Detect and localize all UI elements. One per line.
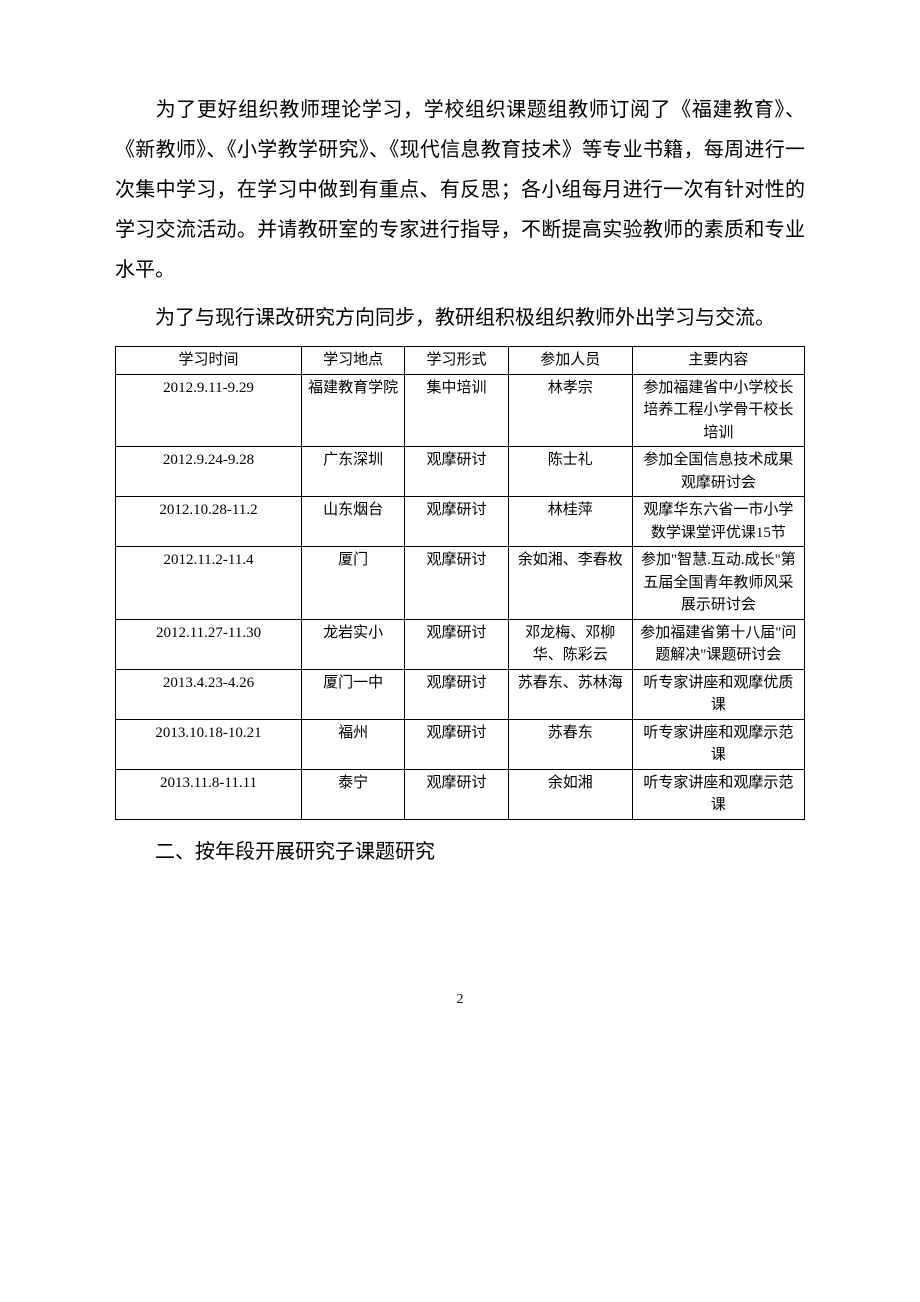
table-row: 2013.4.23-4.26 厦门一中 观摩研讨 苏春东、苏林海 听专家讲座和观… xyxy=(116,669,805,719)
cell-place: 山东烟台 xyxy=(302,497,405,547)
study-table: 学习时间 学习地点 学习形式 参加人员 主要内容 2012.9.11-9.29 … xyxy=(115,346,805,820)
cell-content: 听专家讲座和观摩示范课 xyxy=(632,719,804,769)
cell-place: 福州 xyxy=(302,719,405,769)
cell-form: 观摩研讨 xyxy=(405,447,508,497)
paragraph-2: 为了与现行课改研究方向同步，教研组积极组织教师外出学习与交流。 xyxy=(115,298,805,338)
table-row: 2013.11.8-11.11 泰宁 观摩研讨 余如湘 听专家讲座和观摩示范课 xyxy=(116,769,805,819)
cell-people: 林桂萍 xyxy=(508,497,632,547)
cell-form: 观摩研讨 xyxy=(405,619,508,669)
cell-content: 参加福建省中小学校长培养工程小学骨干校长培训 xyxy=(632,374,804,447)
cell-people: 苏春东、苏林海 xyxy=(508,669,632,719)
cell-content: 观摩华东六省一市小学数学课堂评优课15节 xyxy=(632,497,804,547)
cell-form: 观摩研讨 xyxy=(405,547,508,620)
cell-time: 2012.9.11-9.29 xyxy=(116,374,302,447)
cell-people: 余如湘、李春枚 xyxy=(508,547,632,620)
table-row: 2012.9.11-9.29 福建教育学院 集中培训 林孝宗 参加福建省中小学校… xyxy=(116,374,805,447)
paragraph-1-text: 为了更好组织教师理论学习，学校组织课题组教师订阅了《福建教育》、《新教师》、《小… xyxy=(115,99,805,281)
th-people: 参加人员 xyxy=(508,347,632,375)
table-row: 2012.11.2-11.4 厦门 观摩研讨 余如湘、李春枚 参加"智慧.互动.… xyxy=(116,547,805,620)
table-header-row: 学习时间 学习地点 学习形式 参加人员 主要内容 xyxy=(116,347,805,375)
cell-time: 2012.11.2-11.4 xyxy=(116,547,302,620)
table-row: 2012.9.24-9.28 广东深圳 观摩研讨 陈士礼 参加全国信息技术成果观… xyxy=(116,447,805,497)
cell-place: 龙岩实小 xyxy=(302,619,405,669)
th-place: 学习地点 xyxy=(302,347,405,375)
th-form: 学习形式 xyxy=(405,347,508,375)
table-row: 2012.10.28-11.2 山东烟台 观摩研讨 林桂萍 观摩华东六省一市小学… xyxy=(116,497,805,547)
cell-time: 2013.10.18-10.21 xyxy=(116,719,302,769)
th-content: 主要内容 xyxy=(632,347,804,375)
cell-people: 余如湘 xyxy=(508,769,632,819)
paragraph-2-text: 为了与现行课改研究方向同步，教研组积极组织教师外出学习与交流。 xyxy=(155,307,775,329)
section-heading-text: 二、按年段开展研究子课题研究 xyxy=(155,841,435,863)
cell-content: 听专家讲座和观摩优质课 xyxy=(632,669,804,719)
cell-form: 观摩研讨 xyxy=(405,719,508,769)
cell-people: 林孝宗 xyxy=(508,374,632,447)
cell-place: 广东深圳 xyxy=(302,447,405,497)
cell-time: 2012.10.28-11.2 xyxy=(116,497,302,547)
cell-content: 参加福建省第十八届"问题解决"课题研讨会 xyxy=(632,619,804,669)
table-row: 2012.11.27-11.30 龙岩实小 观摩研讨 邓龙梅、邓柳华、陈彩云 参… xyxy=(116,619,805,669)
cell-time: 2012.11.27-11.30 xyxy=(116,619,302,669)
cell-content: 听专家讲座和观摩示范课 xyxy=(632,769,804,819)
cell-time: 2013.11.8-11.11 xyxy=(116,769,302,819)
cell-form: 观摩研讨 xyxy=(405,669,508,719)
th-time: 学习时间 xyxy=(116,347,302,375)
cell-place: 厦门 xyxy=(302,547,405,620)
page-number: 2 xyxy=(115,992,805,1008)
cell-people: 陈士礼 xyxy=(508,447,632,497)
cell-content: 参加全国信息技术成果观摩研讨会 xyxy=(632,447,804,497)
cell-form: 观摩研讨 xyxy=(405,497,508,547)
cell-people: 邓龙梅、邓柳华、陈彩云 xyxy=(508,619,632,669)
cell-place: 厦门一中 xyxy=(302,669,405,719)
cell-place: 福建教育学院 xyxy=(302,374,405,447)
table-row: 2013.10.18-10.21 福州 观摩研讨 苏春东 听专家讲座和观摩示范课 xyxy=(116,719,805,769)
cell-time: 2013.4.23-4.26 xyxy=(116,669,302,719)
cell-people: 苏春东 xyxy=(508,719,632,769)
cell-content: 参加"智慧.互动.成长"第五届全国青年教师风采展示研讨会 xyxy=(632,547,804,620)
cell-place: 泰宁 xyxy=(302,769,405,819)
cell-form: 观摩研讨 xyxy=(405,769,508,819)
paragraph-1: 为了更好组织教师理论学习，学校组织课题组教师订阅了《福建教育》、《新教师》、《小… xyxy=(115,90,805,290)
section-heading: 二、按年段开展研究子课题研究 xyxy=(115,832,805,872)
cell-form: 集中培训 xyxy=(405,374,508,447)
cell-time: 2012.9.24-9.28 xyxy=(116,447,302,497)
